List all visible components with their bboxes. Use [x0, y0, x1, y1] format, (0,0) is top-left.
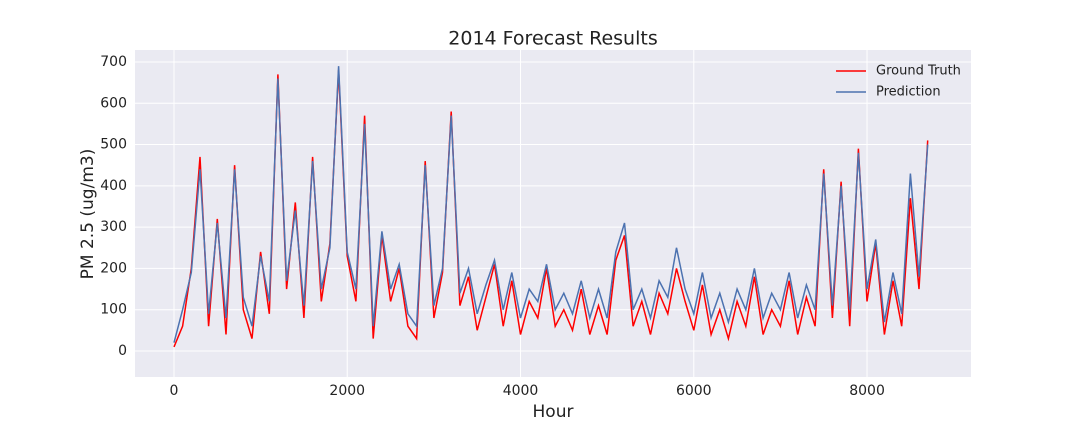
legend: Ground Truth Prediction	[836, 64, 961, 100]
x-tick-label: 4000	[503, 383, 539, 399]
x-tick-label: 8000	[849, 383, 885, 399]
y-tick-label: 400	[100, 178, 127, 194]
series-line	[173, 66, 929, 343]
chart-title: 2014 Forecast Results	[448, 28, 657, 50]
y-tick-label: 500	[100, 137, 127, 153]
y-tick-label: 700	[100, 54, 127, 70]
y-tick-label: 0	[118, 343, 127, 359]
lines	[173, 66, 929, 348]
y-tick-label: 600	[100, 95, 127, 111]
y-tick-label: 100	[100, 302, 127, 318]
y-tick-label: 300	[100, 219, 127, 235]
x-axis-label: Hour	[533, 402, 574, 422]
x-tick-label: 6000	[676, 383, 712, 399]
plot-area	[135, 50, 971, 377]
x-tick-label: 0	[170, 383, 179, 399]
x-tick-label: 2000	[329, 383, 365, 399]
y-axis-label: PM 2.5 (ug/m3)	[78, 149, 98, 280]
legend-label: Prediction	[876, 85, 941, 100]
y-tick-label: 200	[100, 260, 127, 276]
legend-label: Ground Truth	[876, 64, 961, 79]
grid	[135, 50, 971, 377]
